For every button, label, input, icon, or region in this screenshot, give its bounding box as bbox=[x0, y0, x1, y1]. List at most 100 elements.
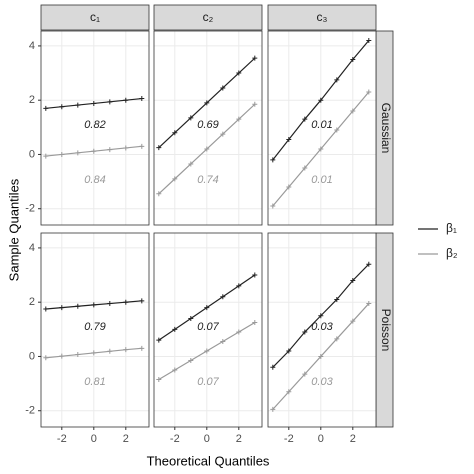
x-tick-label: -2 bbox=[284, 433, 294, 445]
point bbox=[156, 191, 162, 197]
point bbox=[172, 130, 178, 136]
point bbox=[75, 352, 81, 358]
point bbox=[43, 153, 49, 159]
point bbox=[270, 203, 276, 209]
strip bbox=[153, 4, 263, 31]
panel bbox=[154, 233, 262, 427]
point bbox=[220, 339, 226, 345]
point bbox=[188, 115, 194, 121]
point bbox=[172, 367, 178, 373]
annotation: 0.81 bbox=[84, 376, 105, 388]
y-tick-label: 0 bbox=[29, 148, 35, 160]
point bbox=[43, 105, 49, 111]
point bbox=[43, 355, 49, 361]
y-tick-label: -2 bbox=[25, 405, 35, 417]
x-tick-label: 0 bbox=[204, 433, 210, 445]
point bbox=[286, 348, 292, 354]
point bbox=[204, 348, 210, 354]
panel-border bbox=[40, 30, 150, 226]
panel-border bbox=[267, 30, 377, 226]
point bbox=[366, 89, 372, 95]
point bbox=[139, 298, 145, 304]
strip bbox=[267, 4, 377, 31]
panel bbox=[268, 31, 376, 225]
point bbox=[107, 348, 113, 354]
point bbox=[107, 147, 113, 153]
point bbox=[236, 70, 242, 76]
point bbox=[270, 364, 276, 370]
point bbox=[59, 104, 65, 110]
point bbox=[188, 315, 194, 321]
annotation: 0.84 bbox=[84, 174, 105, 186]
point bbox=[123, 299, 129, 305]
point bbox=[252, 272, 258, 278]
point bbox=[318, 313, 324, 319]
point bbox=[350, 108, 356, 114]
point bbox=[59, 151, 65, 157]
point bbox=[318, 353, 324, 359]
annotation: 0.03 bbox=[311, 376, 333, 388]
point bbox=[204, 305, 210, 311]
y-tick-label: 2 bbox=[29, 94, 35, 106]
point bbox=[286, 184, 292, 190]
point bbox=[107, 301, 113, 307]
point bbox=[302, 116, 308, 122]
point bbox=[204, 146, 210, 152]
annotation: 0.07 bbox=[197, 376, 219, 388]
point bbox=[172, 176, 178, 182]
x-tick-label: 2 bbox=[350, 433, 356, 445]
point bbox=[366, 37, 372, 43]
x-tick-label: -2 bbox=[170, 433, 180, 445]
point bbox=[220, 294, 226, 300]
x-tick-label: 2 bbox=[123, 433, 129, 445]
point bbox=[91, 302, 97, 308]
point bbox=[123, 97, 129, 103]
point bbox=[156, 377, 162, 383]
y-axis-title: Sample Quantiles bbox=[6, 178, 21, 281]
point bbox=[188, 161, 194, 167]
y-tick-label: 4 bbox=[29, 242, 35, 254]
panel-border bbox=[267, 232, 377, 428]
point bbox=[59, 305, 65, 311]
point bbox=[75, 150, 81, 156]
strip-label: c₃ bbox=[317, 10, 328, 24]
y-tick-label: 4 bbox=[29, 40, 35, 52]
annotation: 0.79 bbox=[84, 321, 105, 333]
point bbox=[123, 145, 129, 151]
x-axis-title: Theoretical Quantiles bbox=[147, 453, 270, 468]
panel bbox=[41, 233, 149, 427]
annotation: 0.03 bbox=[311, 321, 333, 333]
point bbox=[350, 277, 356, 283]
point bbox=[139, 345, 145, 351]
strip bbox=[40, 4, 150, 31]
point bbox=[220, 131, 226, 137]
point bbox=[302, 165, 308, 171]
point bbox=[350, 56, 356, 62]
x-tick-label: -2 bbox=[57, 433, 67, 445]
panel-border bbox=[153, 30, 263, 226]
point bbox=[286, 137, 292, 143]
point bbox=[236, 283, 242, 289]
point bbox=[366, 301, 372, 307]
strip-label: c₁ bbox=[90, 10, 100, 24]
point bbox=[188, 358, 194, 364]
point bbox=[107, 99, 113, 105]
point bbox=[302, 329, 308, 335]
point bbox=[366, 261, 372, 267]
point bbox=[204, 100, 210, 106]
point bbox=[318, 146, 324, 152]
point bbox=[334, 127, 340, 133]
annotation: 0.07 bbox=[197, 321, 219, 333]
point bbox=[75, 303, 81, 309]
annotation: 0.82 bbox=[84, 119, 105, 131]
panel-border bbox=[40, 232, 150, 428]
point bbox=[270, 157, 276, 163]
x-tick-label: 2 bbox=[236, 433, 242, 445]
panel bbox=[41, 31, 149, 225]
point bbox=[302, 371, 308, 377]
point bbox=[236, 329, 242, 335]
point bbox=[252, 320, 258, 326]
point bbox=[350, 318, 356, 324]
y-tick-label: -2 bbox=[25, 203, 35, 215]
